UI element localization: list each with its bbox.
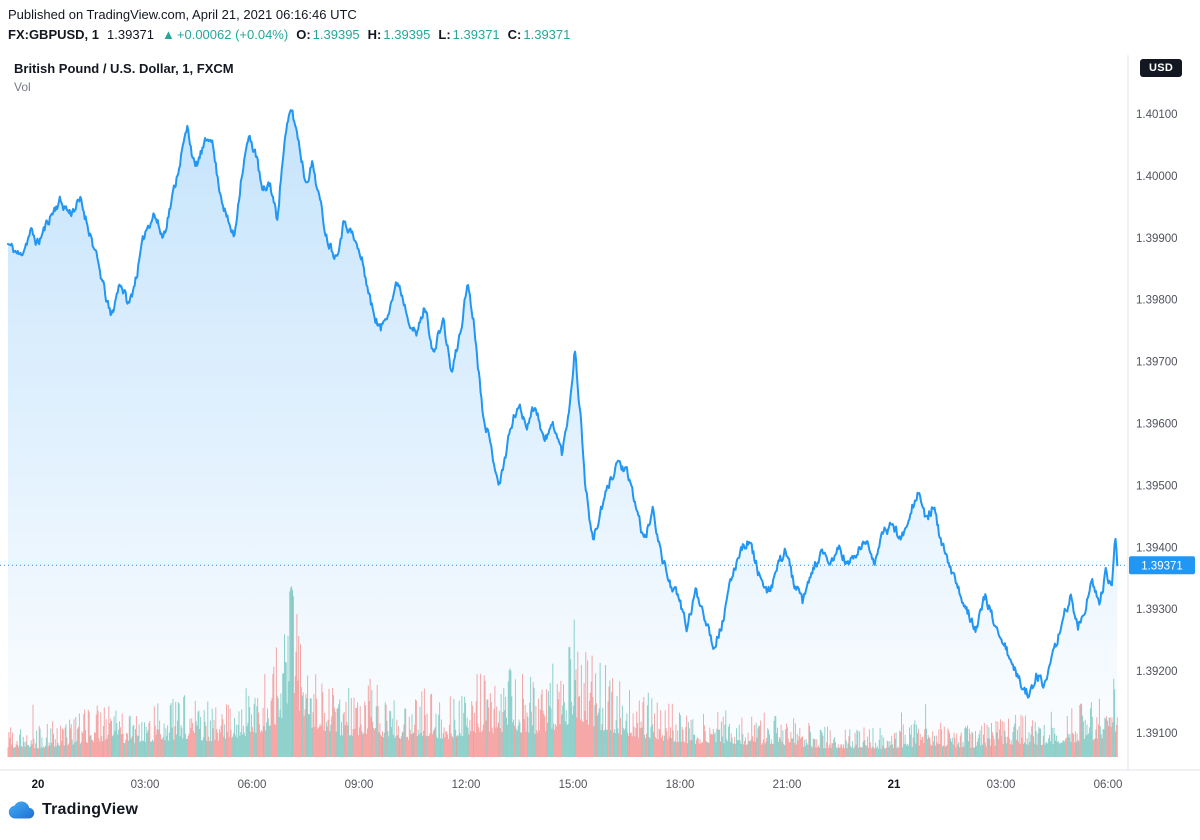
chart-legend-title: British Pound / U.S. Dollar, 1, FXCM <box>14 61 234 76</box>
time-tick-label: 06:00 <box>238 779 267 791</box>
price-tick-label: 1.39900 <box>1136 233 1178 245</box>
time-tick-label: 15:00 <box>559 779 588 791</box>
cloud-icon <box>8 801 35 819</box>
price-change: ▲ +0.00062 (+0.04%) <box>162 27 288 42</box>
price-line <box>7 109 1119 699</box>
time-tick-label: 21 <box>888 779 901 791</box>
published-line: Published on TradingView.com, April 21, … <box>8 7 357 22</box>
volume-bars-up <box>11 587 1116 757</box>
price-tick-label: 1.40100 <box>1136 109 1178 121</box>
time-tick-label: 09:00 <box>345 779 374 791</box>
up-arrow-icon: ▲ <box>162 27 175 42</box>
last-price-badge-text: 1.39371 <box>1141 560 1183 572</box>
open-label: O: <box>296 27 311 42</box>
time-tick-label: 18:00 <box>666 779 695 791</box>
close-value: 1.39371 <box>523 27 571 42</box>
price-tick-label: 1.40000 <box>1136 171 1178 183</box>
price-tick-label: 1.39600 <box>1136 419 1178 431</box>
last-price-badge <box>1129 556 1195 575</box>
price-tick-label: 1.39300 <box>1136 604 1178 616</box>
ohlc-close: C: 1.39371 <box>508 27 571 42</box>
brand-name: TradingView <box>42 801 139 818</box>
price-tick-label: 1.39200 <box>1136 666 1178 678</box>
open-value: 1.39395 <box>312 27 360 42</box>
time-tick-label: 20 <box>32 779 45 791</box>
price-tick-label: 1.39100 <box>1136 728 1178 740</box>
price-tick-label: 1.39700 <box>1136 357 1178 369</box>
volume-legend-label: Vol <box>14 80 31 94</box>
currency-badge: USD <box>1140 59 1183 77</box>
symbol-info-bar: FX:GBPUSD, 1 1.39371 ▲ +0.00062 (+0.04%)… <box>8 27 570 42</box>
time-tick-label: 03:00 <box>987 779 1016 791</box>
high-value: 1.39395 <box>383 27 431 42</box>
ohlc-high: H: 1.39395 <box>368 27 431 42</box>
time-tick-label: 12:00 <box>452 779 481 791</box>
ohlc-low: L: 1.39371 <box>438 27 499 42</box>
price-tick-label: 1.39800 <box>1136 295 1178 307</box>
price-change-value: +0.00062 (+0.04%) <box>176 27 289 42</box>
low-value: 1.39371 <box>452 27 500 42</box>
low-label: L: <box>438 27 451 42</box>
high-label: H: <box>367 27 382 42</box>
close-label: C: <box>507 27 522 42</box>
last-price-value: 1.39371 <box>107 27 155 42</box>
symbol-name[interactable]: FX:GBPUSD, 1 <box>8 27 100 42</box>
tradingview-logo[interactable]: TradingView <box>8 801 138 819</box>
time-tick-label: 21:00 <box>773 779 802 791</box>
price-tick-label: 1.39400 <box>1136 542 1178 554</box>
time-tick-label: 03:00 <box>131 779 160 791</box>
time-tick-label: 06:00 <box>1094 779 1123 791</box>
price-tick-label: 1.39500 <box>1136 480 1178 492</box>
area-fill <box>8 110 1118 757</box>
volume-bars-down <box>7 586 1118 757</box>
ohlc-open: O: 1.39395 <box>296 27 359 42</box>
